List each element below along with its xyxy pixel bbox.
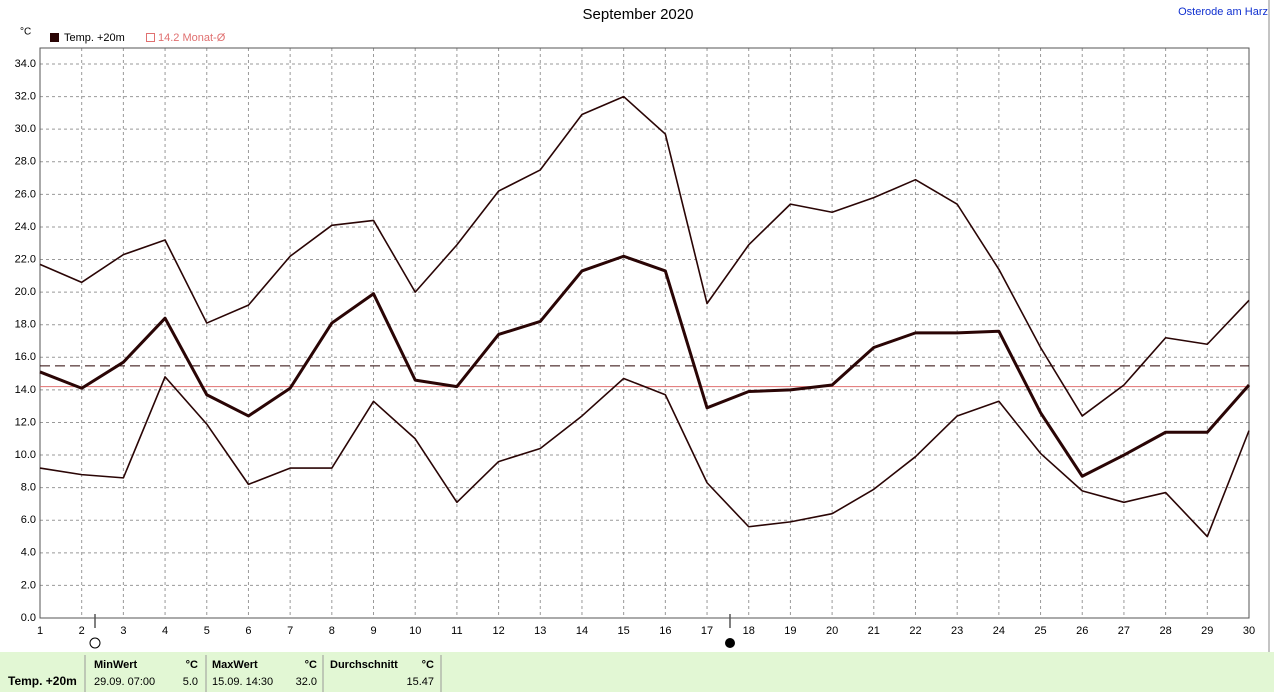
y-tick-label: 2.0 [21,579,36,591]
x-tick-label: 3 [120,625,126,637]
series-line [39,95,1250,417]
y-tick-label: 8.0 [21,482,36,494]
y-tick-label: 22.0 [15,253,36,265]
x-tick-label: 9 [370,625,376,637]
y-tick-label: 34.0 [15,58,36,70]
x-tick-label: 23 [951,625,963,637]
plot-area: 0.0 2.0 4.0 6.0 8.0 10.0 12.0 14.0 16.0 18.0 20.0 2… [15,47,1255,637]
y-tick-label: 32.0 [15,90,36,102]
y-tick-label: 16.0 [15,351,36,363]
x-tick-label: 15 [618,625,630,637]
x-tick-label: 17 [701,625,713,637]
footer-bg [0,652,1274,692]
footer-value: 32.0 [296,676,317,688]
x-tick-label: 5 [204,625,210,637]
y-tick-label: 28.0 [15,156,36,168]
y-unit: °C [20,27,31,38]
footer-value: 15.47 [406,676,434,688]
x-tick-label: 1 [37,625,43,637]
y-tick-label: 10.0 [15,449,36,461]
x-tick-label: 10 [409,625,421,637]
x-tick-label: 6 [245,625,251,637]
y-tick-label: 20.0 [15,286,36,298]
footer-title: Durchschnitt [330,659,398,671]
footer-row-label: Temp. +20m [8,674,77,688]
footer-unit: °C [305,659,317,671]
y-tick-label: 12.0 [15,416,36,428]
x-tick-label: 30 [1243,625,1255,637]
x-tick-label: 13 [534,625,546,637]
x-tick-label: 16 [659,625,671,637]
x-tick-label: 25 [1034,625,1046,637]
footer-title: MinWert [94,659,138,671]
footer-value: 5.0 [183,676,198,688]
x-tick-label: 11 [451,625,462,637]
moon-icon [725,638,735,648]
x-tick-label: 8 [329,625,335,637]
x-tick-label: 20 [826,625,838,637]
series-line [39,254,1251,478]
footer-unit: °C [186,659,198,671]
footer-title: MaxWert [212,659,258,671]
footer-unit: °C [422,659,434,671]
plot-frame [39,47,1250,619]
x-tick-label: 26 [1076,625,1088,637]
x-tick-label: 29 [1201,625,1213,637]
x-tick-label: 21 [868,625,880,637]
y-tick-label: 30.0 [15,123,36,135]
x-tick-label: 28 [1159,625,1171,637]
legend-swatch [146,33,155,42]
y-tick-label: 0.0 [21,612,36,624]
y-tick-label: 14.0 [15,384,36,396]
x-tick-label: 14 [576,625,588,637]
x-tick-label: 2 [79,625,85,637]
y-tick-label: 26.0 [15,188,36,200]
footer-time: 15.09. 14:30 [212,676,273,688]
x-tick-label: 7 [287,625,293,637]
sun-icon [89,637,101,649]
series-line [39,376,1250,538]
legend-swatch [50,33,59,42]
x-tick-label: 4 [162,625,168,637]
x-tick-label: 12 [492,625,504,637]
y-tick-label: 24.0 [15,221,36,233]
location: Osterode am Harz [1178,6,1268,18]
footer: Temp. +20m MinWert °C 29.09. 07:00 5.0 M… [0,652,1274,692]
footer-time: 29.09. 07:00 [94,676,155,688]
y-tick-label: 6.0 [21,514,36,526]
y-tick-label: 4.0 [21,547,36,559]
x-tick-label: 22 [909,625,921,637]
legend-label: Temp. +20m [64,32,125,44]
x-tick-label: 24 [993,625,1005,637]
chart-title: September 2020 [583,6,694,23]
x-tick-label: 19 [784,625,796,637]
x-tick-label: 27 [1118,625,1130,637]
x-tick-label: 18 [743,625,755,637]
legend-label: 14.2 Monat-Ø [158,32,226,44]
y-tick-label: 18.0 [15,319,36,331]
